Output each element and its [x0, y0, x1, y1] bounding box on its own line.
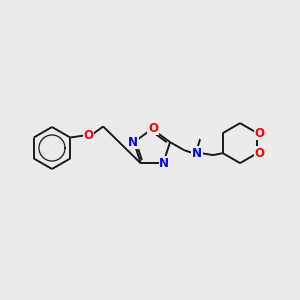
- Text: O: O: [148, 122, 158, 134]
- Text: N: N: [159, 157, 169, 170]
- Text: O: O: [254, 127, 264, 140]
- Text: O: O: [254, 147, 264, 160]
- Text: O: O: [83, 129, 93, 142]
- Text: N: N: [192, 147, 202, 160]
- Text: N: N: [128, 136, 138, 148]
